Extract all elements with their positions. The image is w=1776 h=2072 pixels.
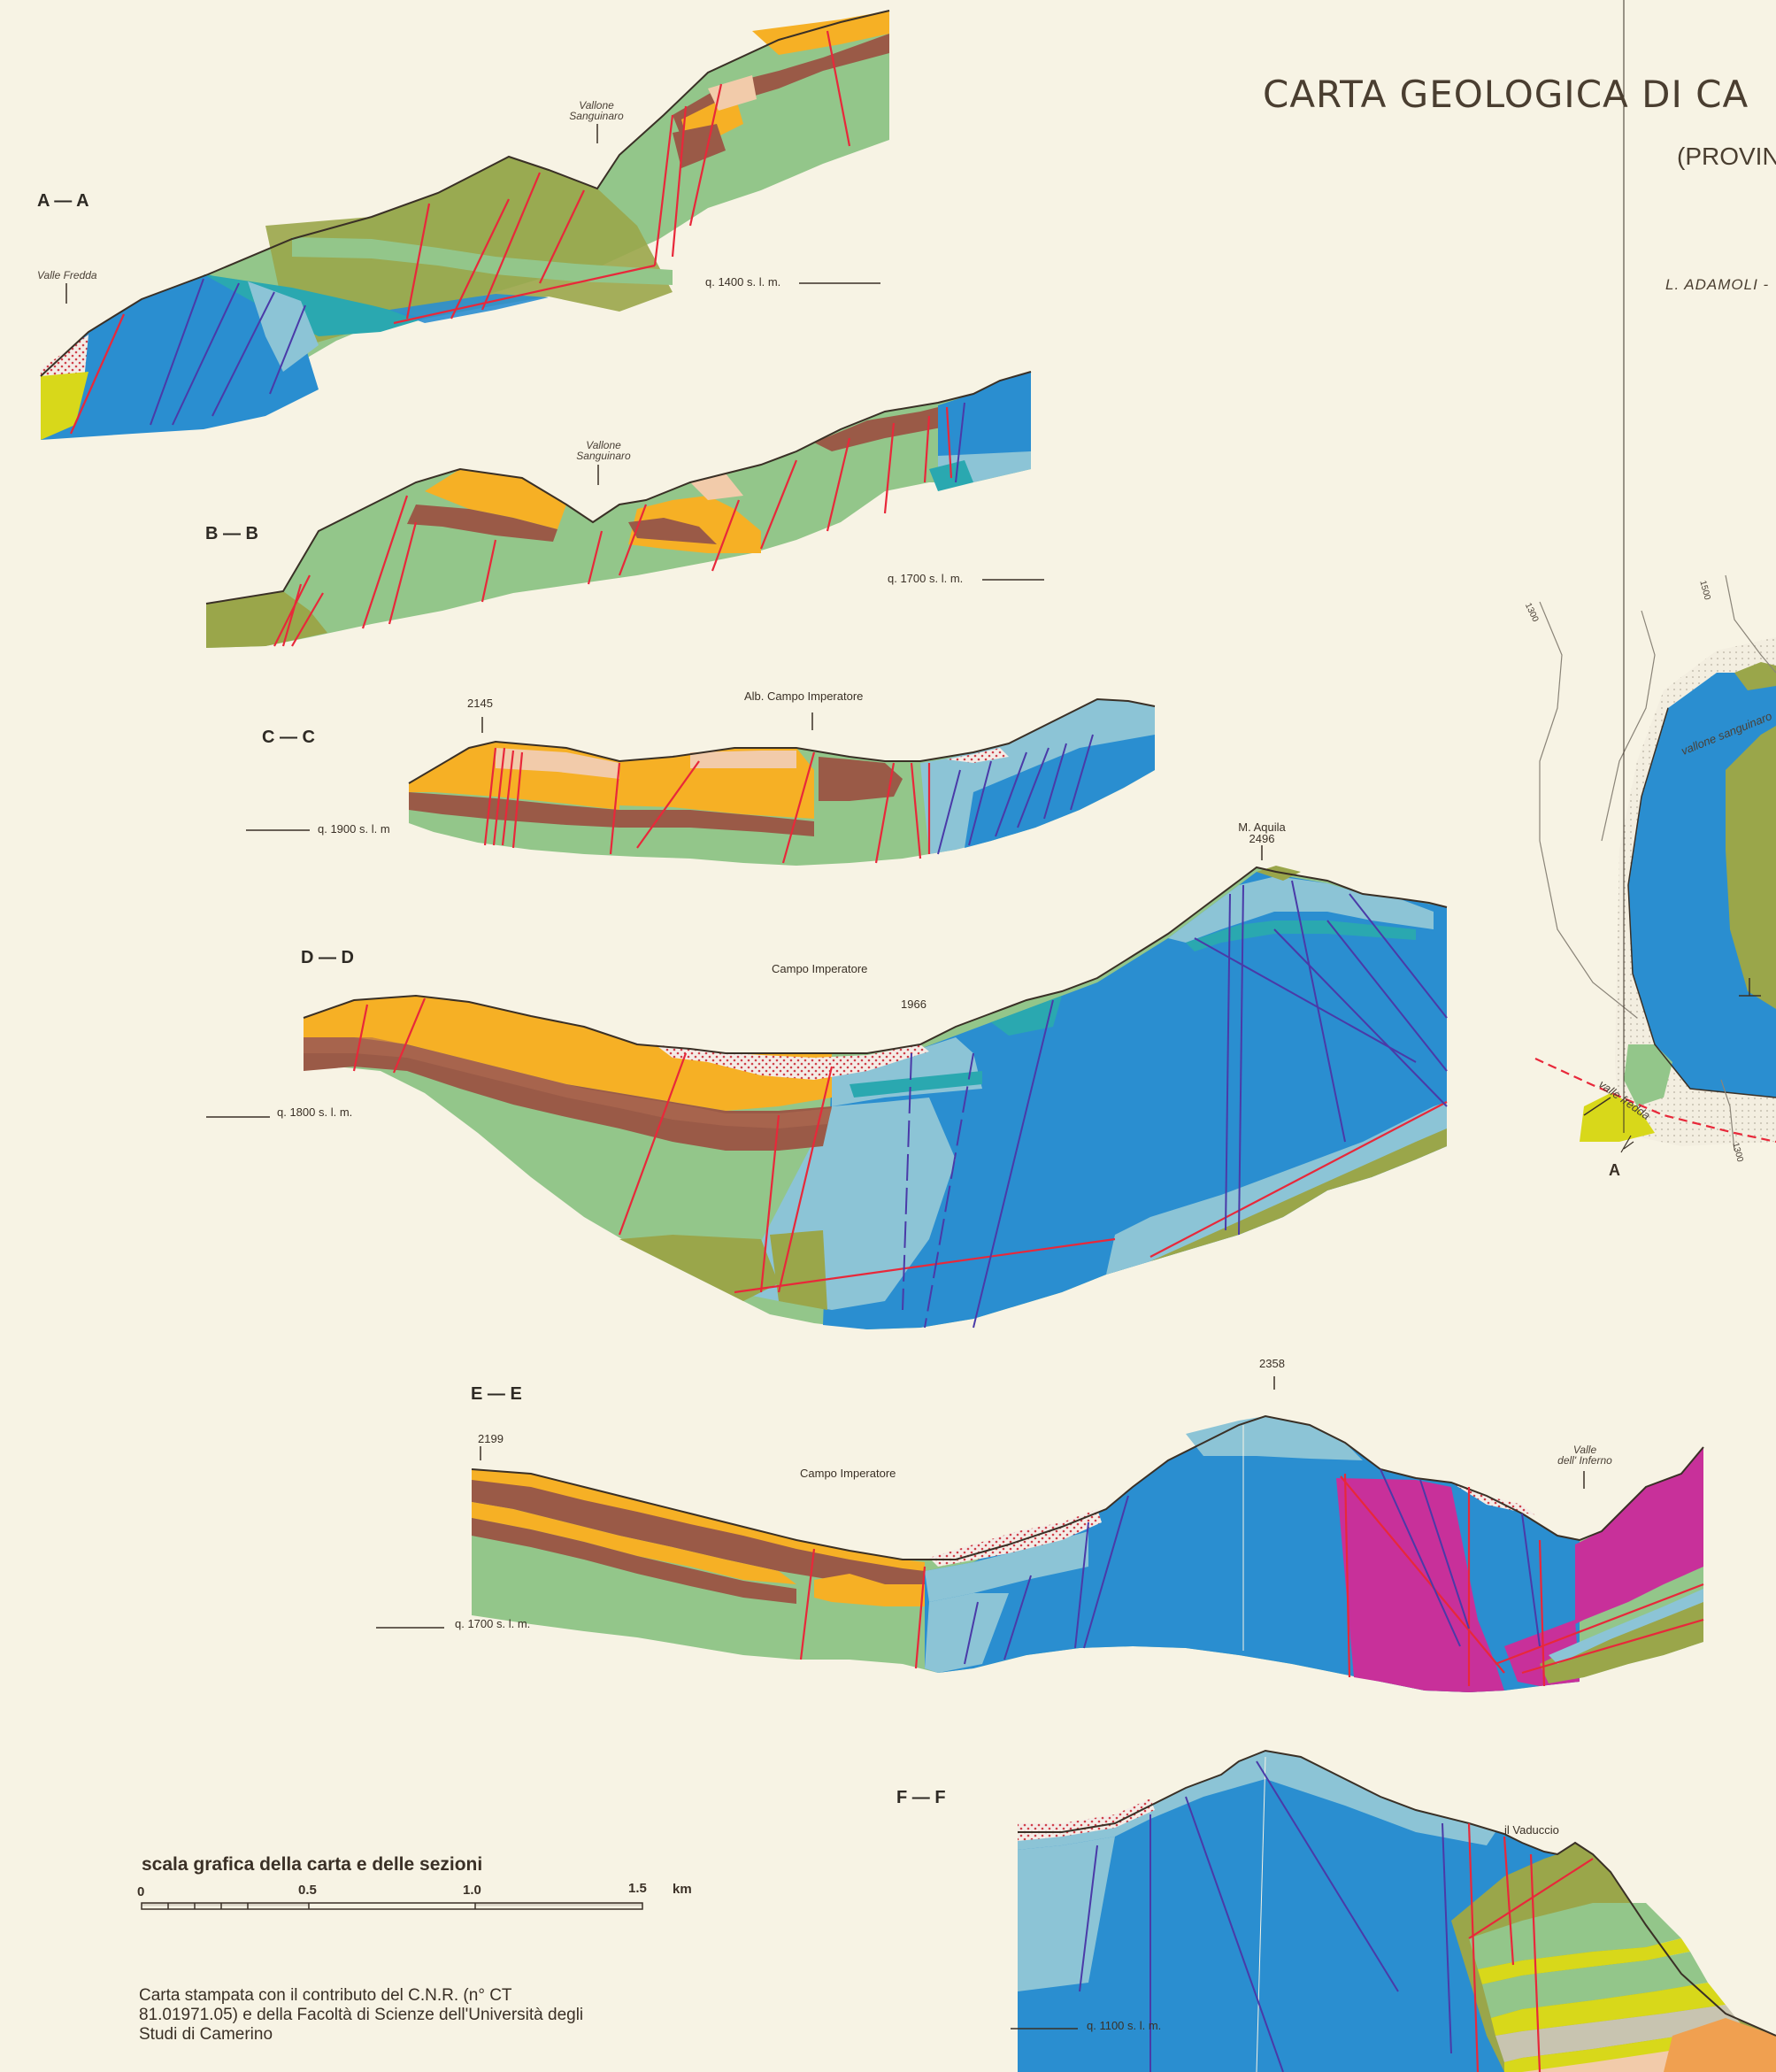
map-fragment — [1534, 0, 1776, 1153]
section-b-place-vallone: Vallone Sanguinaro — [559, 440, 648, 461]
map-section-a-marker: A — [1609, 1161, 1620, 1179]
section-a-place-vallone: Vallone Sanguinaro — [552, 100, 641, 121]
section-a-place-vallone-line1: Vallone — [579, 99, 614, 112]
section-b-label: B — B — [205, 524, 258, 543]
elevation-lines — [206, 282, 1078, 2030]
map-subtitle: (PROVIN — [1677, 142, 1776, 170]
section-c-label: C — C — [262, 728, 315, 747]
section-d-peak-height: 2496 — [1249, 832, 1275, 845]
section-c-albergo: Alb. Campo Imperatore — [744, 689, 864, 703]
section-e-elevation: q. 1700 s. l. m. — [455, 1617, 531, 1630]
section-b-elevation: q. 1700 s. l. m. — [888, 572, 964, 585]
section-a — [40, 10, 890, 440]
section-e-peak-2358: 2358 — [1259, 1357, 1285, 1370]
scale-tick-15: 1.5 — [628, 1881, 647, 1896]
section-f — [1018, 1749, 1776, 2072]
section-e-peak-2199: 2199 — [478, 1432, 504, 1445]
section-b-place-vallone-line2: Sanguinaro — [576, 450, 631, 462]
scale-tick-05: 0.5 — [298, 1883, 317, 1898]
place-ticks — [65, 124, 1585, 1489]
map-authors: L. ADAMOLI - — [1665, 276, 1770, 293]
section-e-campo: Campo Imperatore — [800, 1467, 896, 1480]
section-c-peak: 2145 — [467, 697, 493, 710]
section-b — [205, 371, 1032, 648]
section-e-label: E — E — [471, 1384, 522, 1404]
section-c — [408, 697, 1156, 866]
scale-title: scala grafica della carta e delle sezion… — [142, 1854, 483, 1875]
section-c-elevation: q. 1900 s. l. m — [318, 822, 390, 836]
print-credits: Carta stampata con il contributo del C.N… — [139, 1986, 584, 2044]
section-d-peak-name: M. Aquila — [1238, 820, 1286, 834]
scale-bar — [141, 1902, 643, 1910]
scale-tick-10: 1.0 — [463, 1883, 481, 1898]
scale-tick-0: 0 — [137, 1884, 145, 1899]
section-e-valle-inferno-line1: Valle — [1572, 1444, 1597, 1456]
section-d-campo: Campo Imperatore — [772, 962, 868, 975]
section-f-label: F — F — [896, 1788, 946, 1807]
section-d-elevation: q. 1800 s. l. m. — [277, 1105, 353, 1119]
section-b-place-vallone-line1: Vallone — [586, 439, 621, 451]
section-a-elevation: q. 1400 s. l. m. — [705, 275, 781, 289]
section-e — [471, 1414, 1704, 1692]
section-a-place-valle-fredda: Valle Fredda — [37, 269, 97, 281]
section-e-valle-inferno: Valle dell' Inferno — [1536, 1444, 1634, 1466]
section-d-1966: 1966 — [901, 997, 926, 1011]
section-d-label: D — D — [301, 948, 354, 967]
section-f-vaduccio: il Vaduccio — [1504, 1823, 1559, 1837]
section-a-label: A — A — [37, 191, 89, 211]
section-e-valle-inferno-line2: dell' Inferno — [1557, 1454, 1612, 1467]
section-d-peak: M. Aquila 2496 — [1224, 821, 1300, 844]
section-d — [303, 866, 1448, 1329]
section-a-place-vallone-line2: Sanguinaro — [569, 110, 624, 122]
scale-unit: km — [673, 1882, 692, 1897]
section-f-elevation: q. 1100 s. l. m. — [1087, 2019, 1162, 2032]
map-title: CARTA GEOLOGICA DI CA — [1263, 73, 1749, 116]
